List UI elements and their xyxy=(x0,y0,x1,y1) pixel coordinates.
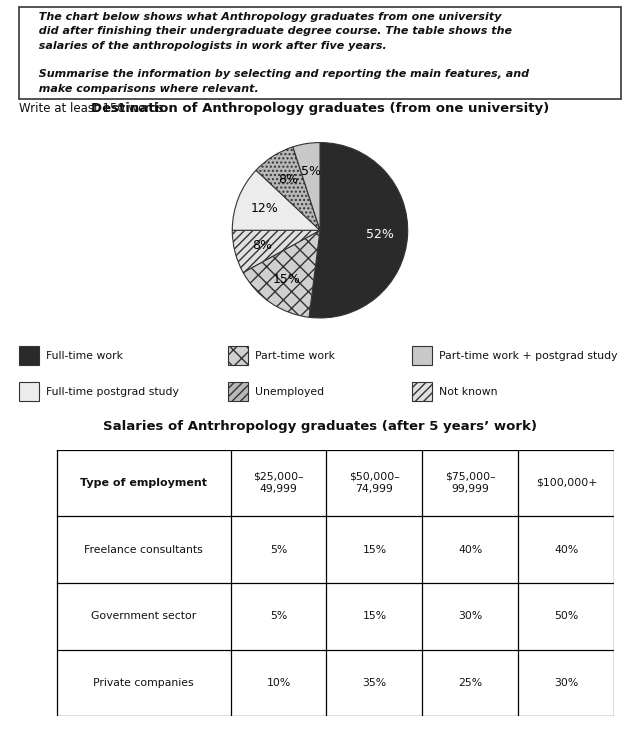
Text: $100,000+: $100,000+ xyxy=(536,478,597,488)
Text: 30%: 30% xyxy=(458,611,483,621)
Wedge shape xyxy=(309,143,408,318)
Text: 10%: 10% xyxy=(266,678,291,688)
Text: Salaries of Antrhropology graduates (after 5 years’ work): Salaries of Antrhropology graduates (aft… xyxy=(103,420,537,433)
Wedge shape xyxy=(232,230,320,273)
Text: Full-time work: Full-time work xyxy=(46,351,123,360)
Text: Freelance consultants: Freelance consultants xyxy=(84,545,203,555)
Text: 15%: 15% xyxy=(273,273,300,286)
Bar xyxy=(19,346,38,366)
Text: 35%: 35% xyxy=(362,678,387,688)
Title: Destination of Anthropology graduates (from one university): Destination of Anthropology graduates (f… xyxy=(91,102,549,115)
Text: Part-time work: Part-time work xyxy=(255,351,335,360)
Text: 8%: 8% xyxy=(278,173,298,186)
Bar xyxy=(19,382,38,401)
Bar xyxy=(412,346,432,366)
Text: Part-time work + postgrad study: Part-time work + postgrad study xyxy=(439,351,618,360)
Text: 40%: 40% xyxy=(554,545,579,555)
Wedge shape xyxy=(256,147,320,230)
Wedge shape xyxy=(293,143,320,230)
Text: 40%: 40% xyxy=(458,545,483,555)
Text: 5%: 5% xyxy=(270,545,287,555)
Text: Not known: Not known xyxy=(439,387,498,396)
Text: $50,000–
74,999: $50,000– 74,999 xyxy=(349,471,400,494)
Text: 5%: 5% xyxy=(301,165,321,178)
Text: Write at least 150 words.: Write at least 150 words. xyxy=(19,102,168,115)
Text: Full-time postgrad study: Full-time postgrad study xyxy=(46,387,179,396)
Text: 5%: 5% xyxy=(270,611,287,621)
Bar xyxy=(228,346,248,366)
Text: Unemployed: Unemployed xyxy=(255,387,324,396)
Text: $75,000–
99,999: $75,000– 99,999 xyxy=(445,471,496,494)
Text: 8%: 8% xyxy=(252,238,272,251)
Bar xyxy=(412,382,432,401)
Text: 15%: 15% xyxy=(362,545,387,555)
Text: 30%: 30% xyxy=(554,678,579,688)
Text: Government sector: Government sector xyxy=(91,611,196,621)
Text: 12%: 12% xyxy=(251,202,278,215)
FancyBboxPatch shape xyxy=(19,7,621,99)
Text: 52%: 52% xyxy=(365,227,394,240)
Bar xyxy=(228,382,248,401)
Text: 15%: 15% xyxy=(362,611,387,621)
Text: Private companies: Private companies xyxy=(93,678,194,688)
Text: The chart below shows what Anthropology graduates from one university
  did afte: The chart below shows what Anthropology … xyxy=(31,12,529,94)
Text: Type of employment: Type of employment xyxy=(80,478,207,488)
Wedge shape xyxy=(232,170,320,230)
Text: 50%: 50% xyxy=(554,611,579,621)
Text: $25,000–
49,999: $25,000– 49,999 xyxy=(253,471,304,494)
Text: 25%: 25% xyxy=(458,678,483,688)
Wedge shape xyxy=(243,230,320,317)
